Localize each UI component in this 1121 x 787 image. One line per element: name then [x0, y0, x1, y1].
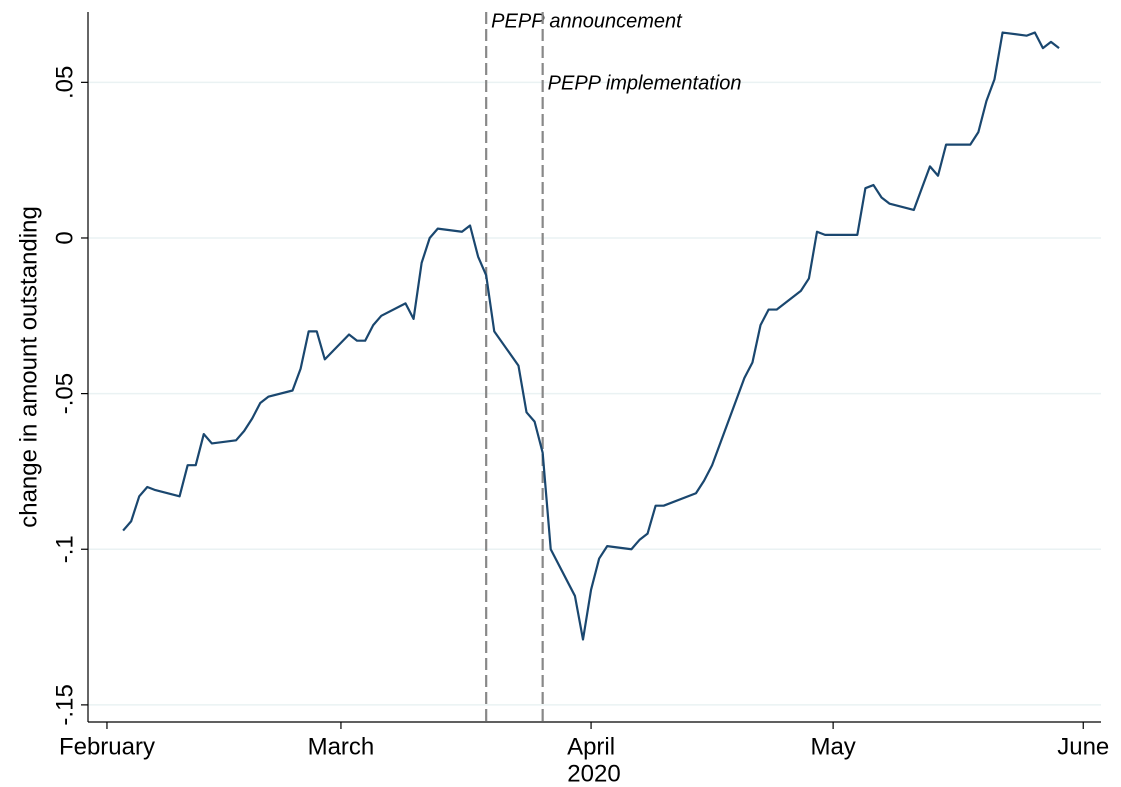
y-tick-label: -.15 [51, 684, 78, 725]
y-tick-label: .05 [51, 66, 78, 99]
data-line [122, 31, 1060, 641]
y-axis-title: change in amount outstanding [15, 206, 42, 528]
x-axis-title: 2020 [567, 760, 620, 787]
annotation: PEPP announcement [491, 10, 683, 32]
y-tick-label: 0 [51, 231, 78, 244]
y-tick-label: -.05 [51, 373, 78, 414]
x-tick-label: February [59, 733, 155, 760]
y-tick-label: -.1 [51, 535, 78, 563]
x-tick-label: May [810, 733, 855, 760]
x-tick-label: April [567, 733, 615, 760]
annotation: PEPP implementation [548, 72, 742, 94]
x-tick-label: June [1057, 733, 1109, 760]
x-tick-label: March [308, 733, 375, 760]
